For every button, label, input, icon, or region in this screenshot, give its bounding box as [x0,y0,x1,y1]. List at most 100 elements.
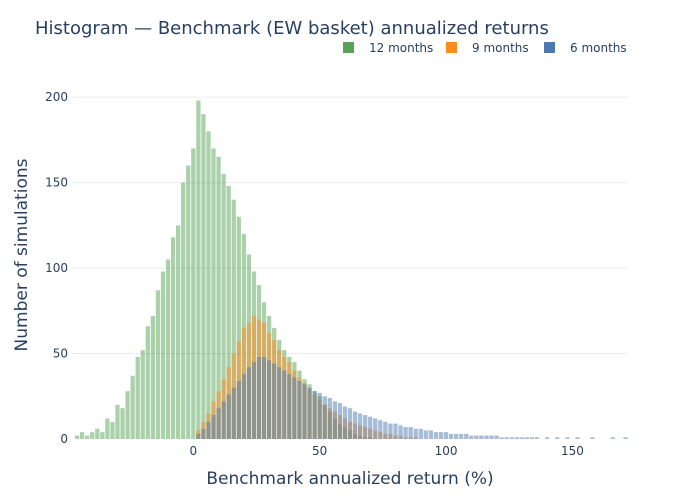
legend-item[interactable]: 12 months [343,41,433,55]
histogram-bar[interactable] [196,100,201,439]
histogram-bar[interactable] [236,216,241,439]
histogram-bar[interactable] [282,370,287,439]
histogram-bar[interactable] [529,437,535,439]
histogram-bar[interactable] [90,432,95,439]
histogram-bar[interactable] [623,437,628,439]
histogram-bar[interactable] [261,356,267,439]
histogram-bar[interactable] [479,435,484,439]
histogram-bar[interactable] [459,433,464,439]
histogram-bar[interactable] [292,377,297,439]
histogram-bar[interactable] [95,428,100,439]
histogram-bar[interactable] [610,437,615,439]
histogram-bar[interactable] [388,423,393,439]
histogram-bar[interactable] [332,401,337,439]
histogram-bar[interactable] [474,435,479,439]
legend[interactable]: 12 months 9 months 6 months [343,41,627,55]
histogram-bar[interactable] [241,374,246,439]
histogram-bar[interactable] [231,199,236,439]
histogram-bar[interactable] [297,380,302,439]
histogram-bar[interactable] [423,430,428,439]
histogram-bar[interactable] [398,425,403,439]
histogram-bar[interactable] [287,374,292,439]
histogram-bar[interactable] [514,437,519,439]
histogram-bar[interactable] [226,394,231,439]
histogram-bar[interactable] [150,315,155,439]
histogram-bar[interactable] [363,415,368,439]
histogram-bar[interactable] [206,421,211,439]
histogram-bar[interactable] [368,416,373,439]
histogram-bar[interactable] [393,423,398,439]
histogram-bar[interactable] [251,362,257,439]
histogram-bar[interactable] [216,156,221,439]
histogram-bar[interactable] [105,418,110,439]
histogram-bar[interactable] [191,148,196,439]
histogram-bar[interactable] [272,363,277,439]
histogram-bar[interactable] [575,437,580,439]
histogram-bar[interactable] [448,433,454,439]
histogram-bar[interactable] [155,290,161,439]
histogram-bar[interactable] [277,367,282,439]
histogram-bar[interactable] [206,131,211,440]
histogram-bar[interactable] [186,165,191,439]
histogram-bar[interactable] [555,437,560,439]
histogram-bar[interactable] [216,408,221,439]
histogram-bar[interactable] [433,432,439,439]
histogram-bar[interactable] [181,182,186,440]
histogram-bar[interactable] [342,406,348,439]
histogram-bar[interactable] [317,392,322,439]
histogram-bar[interactable] [322,396,327,439]
histogram-bar[interactable] [499,437,504,439]
histogram-bar[interactable] [211,148,216,439]
histogram-bar[interactable] [120,408,125,439]
histogram-bar[interactable] [221,174,226,439]
histogram-bar[interactable] [509,437,514,439]
histogram-bar[interactable] [373,418,378,439]
histogram-bar[interactable] [100,432,105,439]
histogram-bar[interactable] [565,437,570,439]
histogram-bar[interactable] [226,185,231,439]
histogram-bar[interactable] [352,411,358,439]
histogram-bar[interactable] [307,387,312,439]
histogram-bar[interactable] [464,433,469,439]
histogram-bar[interactable] [176,225,181,439]
histogram-bar[interactable] [484,435,489,439]
histogram-bar[interactable] [236,380,241,439]
histogram-bar[interactable] [246,367,252,439]
legend-item[interactable]: 6 months [544,41,627,55]
histogram-bar[interactable] [519,437,524,439]
histogram-bar[interactable] [337,403,343,439]
histogram-bar[interactable] [140,350,145,439]
histogram-bar[interactable] [413,428,418,439]
histogram-bar[interactable] [201,114,206,439]
histogram-bar[interactable] [125,391,130,439]
histogram-bar[interactable] [135,356,140,439]
histogram-bar[interactable] [545,437,550,439]
histogram-bar[interactable] [79,432,85,439]
histogram-bar[interactable] [347,408,353,439]
histogram-bar[interactable] [469,435,474,439]
histogram-bar[interactable] [211,415,216,439]
histogram-bar[interactable] [256,356,262,439]
histogram-bar[interactable] [231,387,236,439]
histogram-bar[interactable] [170,237,176,439]
histogram-bar[interactable] [454,433,459,439]
histogram-bar[interactable] [489,435,494,439]
histogram-bar[interactable] [221,401,226,439]
histogram-bar[interactable] [438,432,444,439]
legend-item[interactable]: 9 months [446,41,529,55]
histogram-bar[interactable] [267,360,272,439]
histogram-bar[interactable] [165,259,171,440]
histogram-bar[interactable] [110,421,115,439]
histogram-bar[interactable] [443,432,449,439]
histogram-bar[interactable] [428,430,433,439]
histogram-bar[interactable] [534,437,540,439]
histogram-bar[interactable] [590,437,595,439]
histogram-bar[interactable] [403,427,408,439]
histogram-bar[interactable] [357,413,363,439]
histogram-bar[interactable] [494,435,499,439]
histogram-bar[interactable] [408,427,413,439]
histogram-bar[interactable] [312,391,317,439]
histogram-bar[interactable] [201,428,206,439]
histogram-bar[interactable] [74,435,80,439]
histogram-bar[interactable] [85,435,90,439]
